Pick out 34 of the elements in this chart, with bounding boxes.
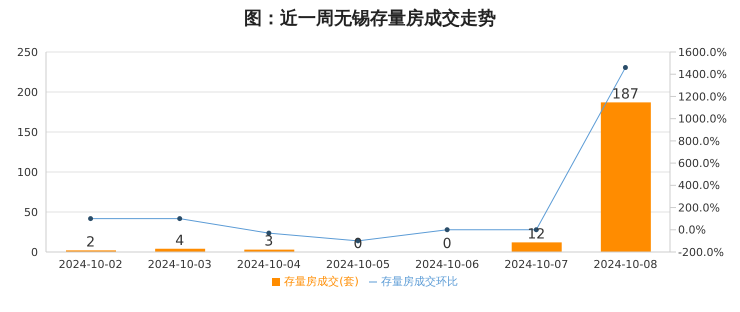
y2-tick-label: 1600.0% bbox=[678, 46, 727, 59]
y2-tick-label: 0.0% bbox=[678, 224, 706, 237]
x-tick-label: 2024-10-05 bbox=[326, 258, 390, 271]
y2-tick-label: 200.0% bbox=[678, 201, 720, 214]
x-tick-label: 2024-10-03 bbox=[148, 258, 212, 271]
data-label: 0 bbox=[442, 236, 452, 252]
y-tick-label: 200 bbox=[17, 86, 38, 99]
data-label: 2 bbox=[86, 234, 96, 250]
y-tick-label: 150 bbox=[17, 126, 38, 139]
x-tick-label: 2024-10-07 bbox=[504, 258, 568, 271]
y2-tick-label: 1200.0% bbox=[678, 90, 727, 104]
y-tick-label: 50 bbox=[24, 206, 38, 219]
bar bbox=[512, 242, 562, 252]
x-tick-label: 2024-10-04 bbox=[236, 258, 301, 271]
y2-tick-label: 400.0% bbox=[678, 179, 720, 192]
y2-tick-label: 800.0% bbox=[678, 134, 720, 148]
y-tick-label: 250 bbox=[17, 46, 38, 59]
y2-tick-label: 1000.0% bbox=[678, 112, 727, 126]
data-label: 187 bbox=[612, 86, 639, 102]
legend-label: 存量房成交(套) bbox=[284, 275, 359, 288]
data-label: 4 bbox=[175, 232, 184, 249]
legend-label: 存量房成交环比 bbox=[380, 275, 458, 288]
data-label: 12 bbox=[527, 226, 546, 242]
x-tick-label: 2024-10-08 bbox=[593, 258, 658, 271]
bar bbox=[600, 102, 651, 252]
data-label: 3 bbox=[264, 234, 274, 250]
y2-tick-label: 1400.0% bbox=[678, 68, 727, 82]
chart-title: 图：近一周无锡存量房成交走势 bbox=[243, 8, 497, 31]
y-tick-label: 100 bbox=[17, 166, 38, 179]
x-tick-label: 2024-10-02 bbox=[58, 258, 123, 271]
y2-tick-label: 600.0% bbox=[678, 157, 720, 170]
y2-tick-label: -200.0% bbox=[678, 246, 724, 259]
y-tick-label: 0 bbox=[31, 246, 38, 259]
x-tick-label: 2024-10-06 bbox=[415, 258, 480, 271]
